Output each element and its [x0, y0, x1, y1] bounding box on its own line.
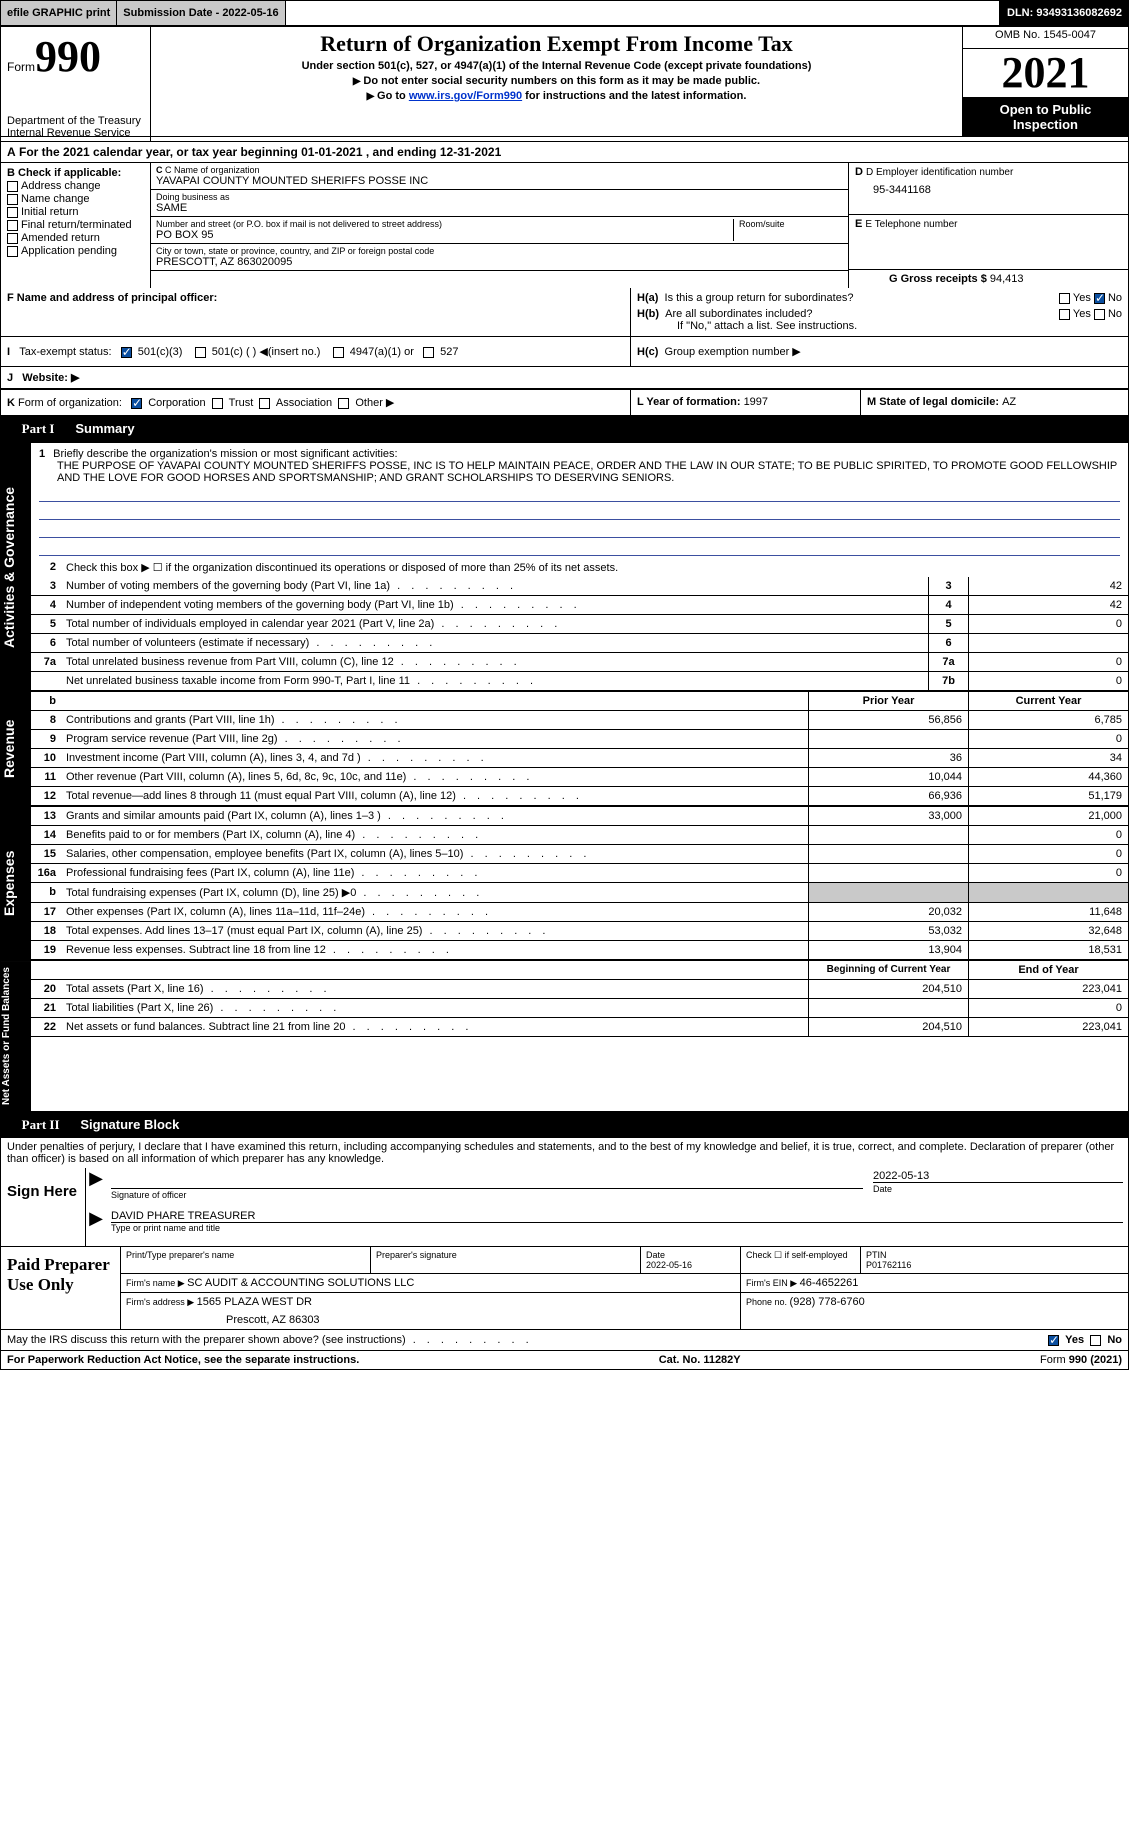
chk-corp[interactable] [131, 398, 142, 409]
part1-header: Part I Summary [0, 416, 1129, 443]
toolbar-spacer [285, 0, 1000, 26]
firm-ein: 46-4652261 [800, 1277, 859, 1289]
chk-discuss-yes[interactable] [1048, 1335, 1059, 1346]
principal-officer: F Name and address of principal officer: [1, 288, 631, 336]
form-title: Return of Organization Exempt From Incom… [155, 31, 958, 57]
vbar-governance: Activities & Governance [1, 443, 31, 691]
h-note: If "No," attach a list. See instructions… [637, 320, 1122, 332]
part1-expenses: Expenses 13Grants and similar amounts pa… [0, 807, 1129, 961]
col-b-checkboxes: B Check if applicable: Address change Na… [1, 163, 151, 288]
part2-header: Part II Signature Block [0, 1112, 1129, 1138]
officer-name: DAVID PHARE TREASURER [111, 1210, 1123, 1223]
mission-text: THE PURPOSE OF YAVAPAI COUNTY MOUNTED SH… [39, 460, 1120, 484]
chk-501c[interactable] [195, 347, 206, 358]
col-b-header: B Check if applicable: [7, 167, 144, 179]
signature-block: Sign Here ▶ Signature of officer 2022-05… [0, 1168, 1129, 1247]
irs-link[interactable]: www.irs.gov/Form990 [409, 90, 522, 102]
top-toolbar: efile GRAPHIC print Submission Date - 20… [0, 0, 1129, 26]
chk-amended-return[interactable]: Amended return [7, 232, 144, 244]
chk-assoc[interactable] [259, 398, 270, 409]
arrow-icon: ▶ [86, 1168, 106, 1208]
ein-value: 95-3441168 [855, 178, 1122, 196]
gross-receipts-label: G Gross receipts $ [889, 273, 990, 285]
chk-discuss-no[interactable] [1090, 1335, 1101, 1346]
firm-addr1: 1565 PLAZA WEST DR [197, 1296, 312, 1308]
ptin-value: P01762116 [866, 1260, 911, 1270]
firm-phone: (928) 778-6760 [790, 1296, 865, 1308]
paid-preparer-block: Paid Preparer Use Only Print/Type prepar… [0, 1247, 1129, 1330]
dln-value: DLN: 93493136082692 [1000, 0, 1129, 26]
declaration-text: Under penalties of perjury, I declare th… [0, 1138, 1129, 1168]
row-j: J Website: ▶ [0, 367, 1129, 390]
chk-name-change[interactable]: Name change [7, 193, 144, 205]
addr-label: Number and street (or P.O. box if mail i… [156, 219, 733, 229]
gross-receipts-value: 94,413 [990, 273, 1024, 285]
firm-addr2: Prescott, AZ 86303 [126, 1314, 735, 1326]
vbar-netassets: Net Assets or Fund Balances [1, 961, 31, 1111]
ein-label: D D Employer identification number [855, 166, 1122, 178]
form-number: 990 [35, 32, 101, 81]
phone-label: E Telephone number [865, 219, 957, 230]
dba-value: SAME [156, 202, 843, 214]
footer: For Paperwork Reduction Act Notice, see … [0, 1351, 1129, 1370]
rev-header-row: b Prior Year Current Year [31, 692, 1128, 711]
tax-year: 2021 [963, 49, 1128, 98]
arrow-icon: ▶ [86, 1208, 106, 1246]
chk-527[interactable] [423, 347, 434, 358]
subtitle-3: Go to www.irs.gov/Form990 for instructio… [155, 90, 958, 102]
line-a: A For the 2021 calendar year, or tax yea… [0, 142, 1129, 163]
part1-netassets: Net Assets or Fund Balances Beginning of… [0, 961, 1129, 1112]
col-right-info: D D Employer identification number95-344… [848, 163, 1128, 288]
chk-application-pending[interactable]: Application pending [7, 245, 144, 257]
part1-governance: Activities & Governance 1Briefly describ… [0, 443, 1129, 692]
efile-print-button[interactable]: efile GRAPHIC print [0, 0, 116, 26]
part1-revenue: Revenue b Prior Year Current Year 8Contr… [0, 692, 1129, 807]
addr-value: PO BOX 95 [156, 229, 733, 241]
city-value: PRESCOTT, AZ 863020095 [156, 256, 843, 268]
row-f-h: F Name and address of principal officer:… [0, 288, 1129, 337]
vbar-expenses: Expenses [1, 807, 31, 960]
year-formation: 1997 [744, 396, 768, 408]
row-i: I Tax-exempt status: 501(c)(3) 501(c) ( … [0, 337, 1129, 367]
subtitle-2: Do not enter social security numbers on … [155, 75, 958, 87]
state-domicile: AZ [1002, 396, 1016, 408]
subtitle-1: Under section 501(c), 527, or 4947(a)(1)… [155, 60, 958, 72]
chk-other[interactable] [338, 398, 349, 409]
dba-label: Doing business as [156, 192, 843, 202]
city-label: City or town, state or province, country… [156, 246, 843, 256]
col-org-info: C C Name of organizationYAVAPAI COUNTY M… [151, 163, 848, 288]
section-h: H(a) Is this a group return for subordin… [631, 288, 1128, 336]
dept-cell: Department of the TreasuryInternal Reven… [1, 113, 151, 141]
chk-trust[interactable] [212, 398, 223, 409]
firm-name: SC AUDIT & ACCOUNTING SOLUTIONS LLC [187, 1277, 414, 1289]
net-header-row: Beginning of Current Year End of Year [31, 961, 1128, 980]
room-label: Room/suite [733, 219, 843, 241]
chk-4947[interactable] [333, 347, 344, 358]
chk-initial-return[interactable]: Initial return [7, 206, 144, 218]
sign-here-label: Sign Here [1, 1168, 86, 1246]
discuss-row: May the IRS discuss this return with the… [0, 1330, 1129, 1351]
form-word: Form [7, 60, 35, 74]
vbar-revenue: Revenue [1, 692, 31, 806]
org-name-label: C C Name of organization [156, 165, 843, 175]
chk-address-change[interactable]: Address change [7, 180, 144, 192]
omb-number: OMB No. 1545-0047 [963, 27, 1128, 49]
row-k: K Form of organization: Corporation Trus… [0, 390, 1129, 416]
submission-date: Submission Date - 2022-05-16 [116, 0, 284, 26]
section-b-k: B Check if applicable: Address change Na… [0, 163, 1129, 288]
mission-block: 1Briefly describe the organization's mis… [31, 443, 1128, 558]
chk-final-return[interactable]: Final return/terminated [7, 219, 144, 231]
dept-row: Department of the TreasuryInternal Reven… [0, 113, 1129, 142]
paid-preparer-label: Paid Preparer Use Only [1, 1247, 121, 1329]
chk-501c3[interactable] [121, 347, 132, 358]
org-name: YAVAPAI COUNTY MOUNTED SHERIFFS POSSE IN… [156, 175, 843, 187]
